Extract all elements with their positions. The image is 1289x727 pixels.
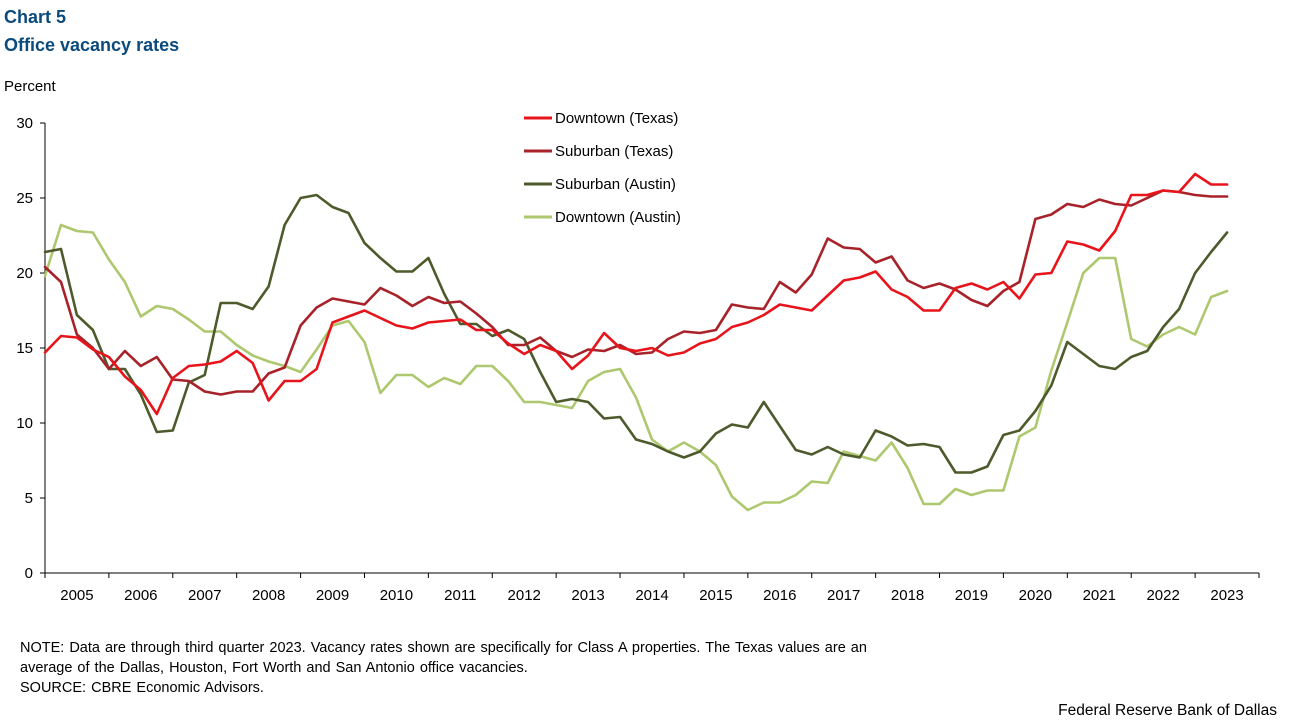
x-tick-label: 2005 — [60, 587, 93, 604]
series-line-suburban-texas — [43, 189, 1229, 396]
chart-note: NOTE: Data are through third quarter 202… — [20, 638, 1020, 698]
series-layer — [43, 172, 1229, 512]
x-tick-label: 2013 — [571, 587, 604, 604]
y-tick-label: 15 — [16, 340, 33, 357]
y-axis-unit-label: Percent — [4, 78, 56, 95]
x-tick-label: 2016 — [763, 587, 796, 604]
x-tick-label: 2023 — [1210, 587, 1243, 604]
legend-label: Suburban (Texas) — [555, 143, 673, 160]
y-tick-label: 30 — [16, 115, 33, 132]
y-tick-label: 5 — [25, 490, 33, 507]
credit-line: Federal Reserve Bank of Dallas — [1058, 702, 1277, 719]
note-line-2: average of the Dallas, Houston, Fort Wor… — [20, 660, 528, 676]
legend-label: Suburban (Austin) — [555, 176, 676, 193]
y-tick-label: 0 — [25, 565, 33, 582]
x-tick-label: 2009 — [316, 587, 349, 604]
y-tick-label: 20 — [16, 265, 33, 282]
x-tick-label: 2021 — [1083, 587, 1116, 604]
series-line-downtown-texas — [43, 172, 1229, 416]
y-tick-label: 25 — [16, 190, 33, 207]
series-line-downtown-austin — [43, 223, 1229, 512]
x-tick-label: 2006 — [124, 587, 157, 604]
x-tick-label: 2020 — [1019, 587, 1052, 604]
note-line-1: NOTE: Data are through third quarter 202… — [20, 640, 867, 656]
x-tick-label: 2015 — [699, 587, 732, 604]
x-tick-label: 2018 — [891, 587, 924, 604]
y-tick-label: 10 — [16, 415, 33, 432]
x-tick-label: 2022 — [1146, 587, 1179, 604]
x-tick-label: 2019 — [955, 587, 988, 604]
source-line: SOURCE: CBRE Economic Advisors. — [20, 680, 264, 696]
chart-legend: Downtown (Texas) Suburban (Texas) Suburban… — [524, 110, 681, 226]
legend-label: Downtown (Texas) — [555, 110, 678, 127]
series-line-suburban-austin — [43, 193, 1229, 474]
x-tick-label: 2011 — [444, 587, 476, 604]
x-tick-label: 2008 — [252, 587, 285, 604]
chart-axes: 0 5 10 15 20 25 30 2005 2006 2007 2008 2009 2010 2011… — [16, 115, 1260, 604]
chart-number: Chart 5 — [4, 7, 67, 27]
x-tick-label: 2014 — [635, 587, 668, 604]
legend-label: Downtown (Austin) — [555, 209, 681, 226]
x-tick-label: 2012 — [508, 587, 541, 604]
x-tick-label: 2007 — [188, 587, 221, 604]
x-tick-label: 2010 — [380, 587, 413, 604]
chart-title: Office vacancy rates — [4, 35, 180, 55]
x-tick-label: 2017 — [827, 587, 860, 604]
